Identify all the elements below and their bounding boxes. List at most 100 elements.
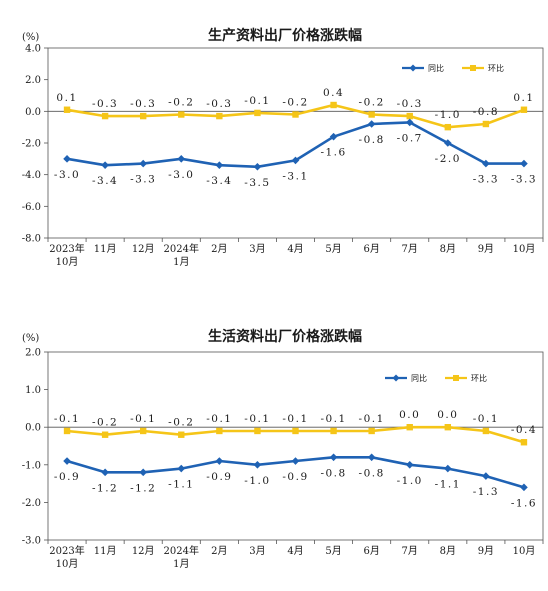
data-point-mom (178, 431, 185, 438)
data-label-mom: -0.1 (282, 413, 308, 425)
x-tick-label: 2月 (211, 243, 227, 255)
data-point-mom (444, 424, 452, 431)
x-tick-label: 2024年 (164, 544, 199, 557)
legend-marker-mom (453, 375, 459, 381)
data-point-mom (254, 427, 261, 435)
plot-frame (47, 351, 544, 541)
legend-label-yoy: 同比 (428, 63, 444, 73)
data-label-mom: -0.2 (282, 97, 308, 109)
data-point-mom (292, 427, 299, 435)
data-label-mom: -0.3 (92, 98, 118, 110)
data-label-yoy: -3.4 (206, 175, 232, 187)
data-point-mom (482, 427, 490, 435)
data-label-yoy: -3.3 (473, 174, 499, 186)
data-point-mom (368, 111, 375, 118)
data-label-yoy: -3.1 (282, 170, 308, 182)
data-point-mom (63, 106, 71, 113)
legend-label-mom: 环比 (471, 373, 487, 383)
y-tick-label: 2.0 (25, 75, 41, 86)
data-label-mom: 0.4 (323, 87, 344, 99)
x-tick-label: 3月 (249, 545, 265, 557)
data-point-yoy (101, 161, 109, 169)
data-label-yoy: -0.7 (397, 132, 423, 144)
chart-legend: 同比 环比 (402, 63, 504, 73)
data-point-yoy (139, 159, 147, 168)
data-label-yoy: -0.8 (359, 134, 385, 146)
data-point-yoy (482, 472, 490, 480)
legend-marker-yoy (392, 374, 400, 382)
data-label-mom: -0.1 (54, 413, 80, 425)
data-label-yoy: -1.6 (511, 497, 537, 509)
x-tick-label: 6月 (363, 243, 379, 255)
data-point-mom (292, 111, 299, 118)
x-tick-label: 10月 (56, 558, 79, 570)
data-point-yoy (405, 118, 414, 127)
data-point-yoy (63, 457, 71, 465)
x-tick-label: 8月 (440, 243, 456, 255)
chart-title: 生产资料出厂价格涨跌幅 (208, 27, 362, 44)
data-point-mom (101, 431, 109, 438)
data-point-mom (520, 106, 528, 113)
data-point-yoy (253, 162, 262, 171)
data-point-mom (330, 101, 337, 109)
data-point-mom (254, 109, 261, 117)
data-label-yoy: -2.0 (435, 153, 461, 165)
data-label-mom: -0.1 (320, 413, 346, 425)
data-point-mom (63, 427, 71, 435)
legend-label-mom: 环比 (488, 63, 504, 73)
plot-frame (47, 47, 544, 239)
data-point-yoy (367, 120, 376, 128)
data-label-yoy: -1.1 (435, 479, 461, 491)
data-label-mom: -1.0 (435, 109, 461, 121)
data-point-yoy (215, 457, 224, 465)
data-label-mom: -0.2 (359, 97, 385, 109)
y-unit-label: (%) (22, 32, 39, 43)
data-point-yoy (63, 155, 71, 163)
legend-label-yoy: 同比 (411, 373, 427, 383)
data-label-mom: -0.2 (168, 97, 194, 109)
data-point-mom (330, 427, 337, 435)
data-point-mom (406, 112, 413, 120)
chart-1: 生产资料出厂价格涨跌幅 (%) -8.0 -6.0 -4.0 -2.0 0.0 2.0 4.0 2… (22, 27, 544, 268)
data-label-yoy: -0.8 (359, 467, 385, 479)
data-point-yoy (329, 453, 338, 462)
x-tick-label: 5月 (325, 545, 341, 557)
data-point-mom (216, 427, 223, 435)
y-tick-label: 0.0 (25, 107, 41, 118)
x-tick-label: 4月 (287, 545, 303, 557)
data-point-mom (139, 427, 147, 435)
x-tick-label: 10月 (56, 256, 79, 268)
y-tick-label: -6.0 (22, 202, 41, 213)
data-label-yoy: -0.9 (206, 471, 232, 483)
data-point-mom (139, 112, 147, 120)
data-point-yoy (444, 139, 452, 147)
chart-title: 生活资料出厂价格涨跌幅 (208, 328, 362, 345)
x-tick-label: 10月 (513, 545, 536, 557)
data-point-yoy (444, 464, 452, 473)
data-label-mom: -0.2 (92, 417, 118, 429)
x-tick-label: 2023年 (49, 242, 84, 255)
data-label-yoy: -3.4 (92, 175, 118, 187)
data-label-yoy: -3.0 (168, 169, 194, 181)
y-tick-label: -3.0 (22, 536, 41, 547)
x-tick-label: 11月 (94, 545, 117, 557)
x-tick-label: 4月 (287, 243, 303, 255)
data-point-mom (520, 439, 528, 446)
data-label-mom: -0.3 (130, 98, 156, 110)
y-tick-label: 0.0 (25, 423, 41, 434)
chart-2: 生活资料出厂价格涨跌幅 (%) -3.0 -2.0 -1.0 0.0 1.0 2.0 2023年… (22, 328, 544, 570)
data-point-yoy (139, 468, 147, 477)
data-label-mom: -0.1 (130, 413, 156, 425)
data-point-yoy (291, 457, 300, 465)
data-label-yoy: -3.3 (130, 174, 156, 186)
y-tick-label: -2.0 (22, 498, 41, 509)
data-label-yoy: -1.6 (320, 147, 346, 159)
x-tick-label: 1月 (173, 256, 189, 268)
data-label-yoy: -1.3 (473, 486, 499, 498)
data-label-mom: 0.0 (399, 409, 420, 421)
legend-marker-mom (470, 65, 476, 71)
y-tick-label: 1.0 (25, 385, 41, 396)
data-point-mom (406, 424, 413, 431)
data-point-mom (216, 112, 223, 120)
